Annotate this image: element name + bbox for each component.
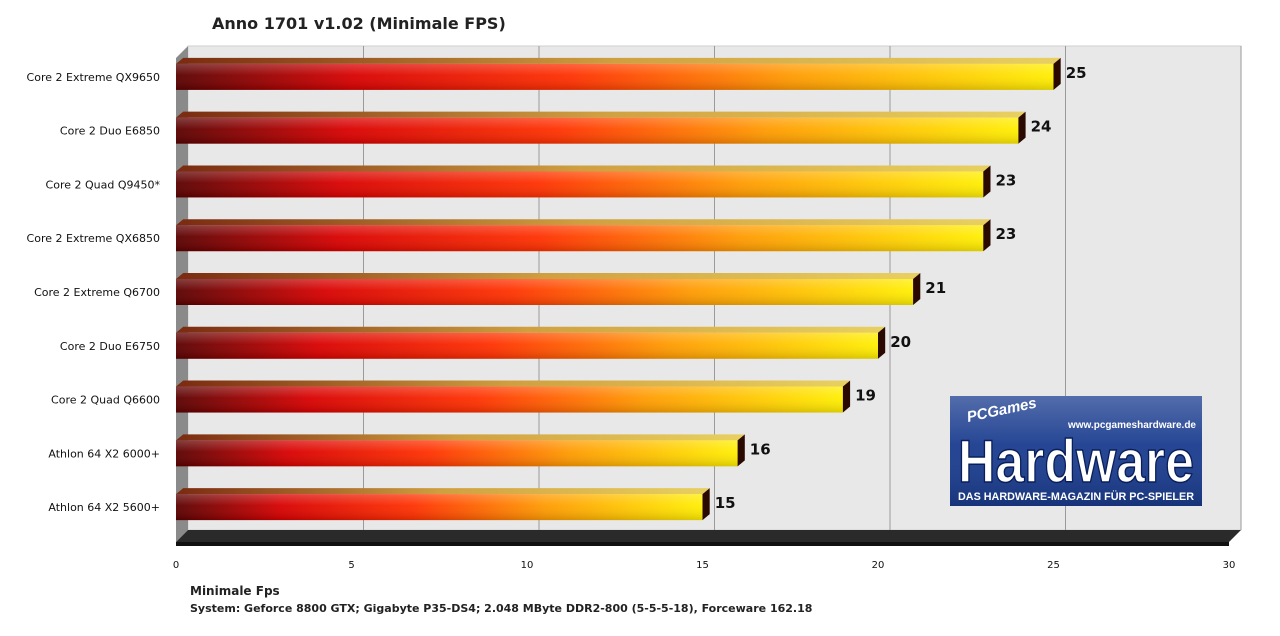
value-label: 23 — [996, 225, 1017, 243]
bar-shine — [176, 494, 703, 521]
bar-top — [176, 57, 1061, 64]
value-label: 23 — [996, 171, 1017, 189]
bar-top — [176, 165, 991, 172]
x-tick-label: 25 — [1047, 560, 1060, 571]
x-tick-label: 15 — [696, 560, 709, 571]
bar-shine — [176, 440, 738, 467]
logo-url: www.pcgameshardware.de — [1067, 420, 1196, 431]
bar-shine — [176, 332, 878, 359]
category-label: Core 2 Extreme QX9650 — [27, 71, 160, 84]
bar-shine — [176, 63, 1054, 90]
bar — [176, 326, 886, 359]
bar-end — [702, 488, 710, 521]
bar — [176, 57, 1061, 90]
bars — [176, 57, 1061, 521]
value-label: 19 — [855, 387, 876, 405]
category-label: Core 2 Duo E6850 — [60, 125, 160, 138]
bar-shine — [176, 225, 984, 252]
category-label: Athlon 64 X2 5600+ — [48, 501, 160, 514]
system-footnote: System: Geforce 8800 GTX; Gigabyte P35-D… — [190, 602, 813, 615]
bar-end — [878, 326, 886, 359]
value-label: 21 — [925, 279, 946, 297]
bar — [176, 111, 1026, 144]
value-label: 24 — [1031, 118, 1052, 136]
x-tick-labels: 0 5 10 15 20 25 30 — [173, 560, 1236, 571]
bar-shine — [176, 117, 1019, 144]
bar-top — [176, 326, 886, 333]
bar-shine — [176, 386, 843, 413]
bar-shine — [176, 171, 984, 198]
bar — [176, 219, 991, 252]
bar-top — [176, 488, 710, 495]
logo-word: Hardware — [958, 428, 1194, 495]
value-label: 15 — [715, 494, 736, 512]
bar — [176, 380, 851, 413]
x-tick-label: 0 — [173, 560, 179, 571]
category-label: Core 2 Extreme Q6700 — [34, 286, 160, 299]
category-labels: Core 2 Extreme QX9650 Core 2 Duo E6850 Cor… — [27, 71, 161, 514]
bar — [176, 488, 710, 521]
bar-top — [176, 273, 921, 279]
category-label: Athlon 64 X2 6000+ — [48, 447, 160, 460]
pcgh-logo: PCGames www.pcgameshardware.de Hardware … — [950, 396, 1202, 506]
bar-end — [1018, 111, 1026, 144]
x-tick-label: 30 — [1223, 560, 1236, 571]
bar-end — [983, 165, 991, 198]
plot-floor-edge — [176, 542, 1229, 546]
value-label: 20 — [890, 333, 911, 351]
bar-top — [176, 434, 745, 441]
category-label: Core 2 Quad Q6600 — [51, 394, 160, 407]
x-tick-label: 5 — [348, 560, 354, 571]
bar-end — [1053, 57, 1061, 90]
chart-title: Anno 1701 v1.02 (Minimale FPS) — [212, 14, 506, 33]
bar-end — [983, 219, 991, 252]
value-label: 25 — [1066, 64, 1087, 82]
bar-end — [913, 273, 921, 305]
bar-end — [842, 380, 851, 413]
bar-end — [737, 434, 745, 467]
plot-floor — [176, 530, 1241, 542]
value-label: 16 — [750, 440, 771, 458]
logo-tagline: DAS HARDWARE-MAGAZIN FÜR PC-SPIELER — [958, 490, 1194, 503]
bar — [176, 273, 921, 305]
category-label: Core 2 Extreme QX6850 — [27, 232, 160, 245]
bar — [176, 434, 745, 467]
category-label: Core 2 Quad Q9450* — [46, 178, 161, 191]
bar-top — [176, 111, 1026, 118]
bar-top — [176, 380, 851, 387]
x-tick-label: 20 — [872, 560, 885, 571]
bar — [176, 165, 991, 198]
x-axis-label: Minimale Fps — [190, 584, 280, 598]
bar-shine — [176, 279, 914, 305]
x-tick-label: 10 — [521, 560, 534, 571]
category-label: Core 2 Duo E6750 — [60, 340, 160, 353]
bar-top — [176, 219, 991, 226]
value-labels: 25 24 23 23 21 20 19 16 15 — [715, 64, 1087, 512]
